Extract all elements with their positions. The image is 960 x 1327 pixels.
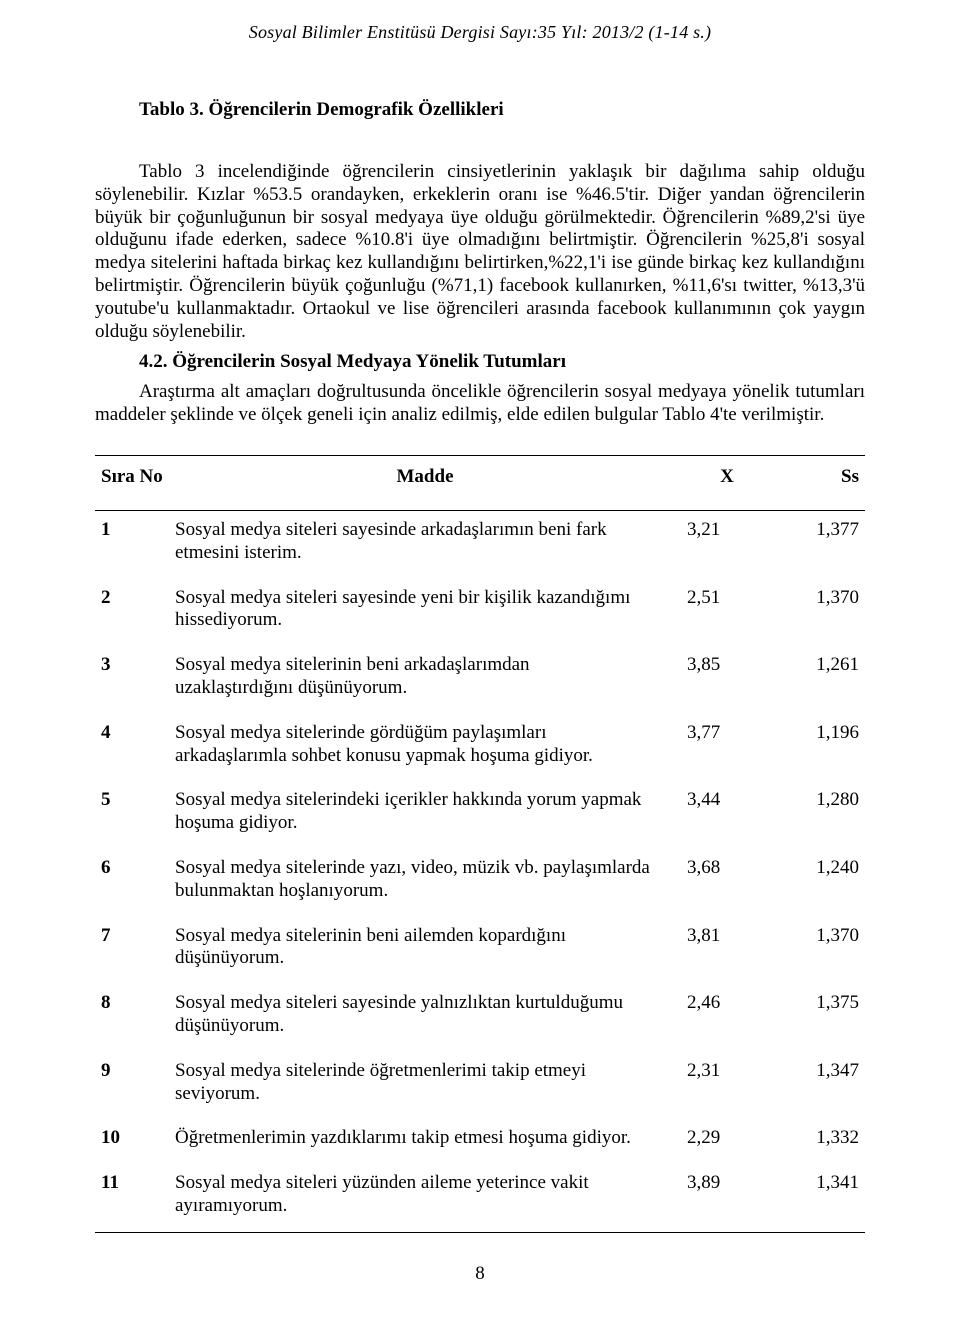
col-header-ss: Ss xyxy=(773,455,865,510)
cell-madde: Sosyal medya sitelerinde öğretmenlerimi … xyxy=(169,1052,681,1120)
tablo-3-title: Tablo 3. Öğrencilerin Demografik Özellik… xyxy=(95,99,865,121)
cell-madde: Sosyal medya siteleri yüzünden aileme ye… xyxy=(169,1164,681,1232)
cell-madde: Sosyal medya siteleri sayesinde yalnızlı… xyxy=(169,984,681,1052)
table-row: 4Sosyal medya sitelerinde gördüğüm payla… xyxy=(95,714,865,782)
cell-x: 3,21 xyxy=(681,510,773,578)
page-number: 8 xyxy=(95,1263,865,1285)
cell-x: 3,81 xyxy=(681,917,773,985)
col-header-x: X xyxy=(681,455,773,510)
cell-madde: Sosyal medya sitelerinde gördüğüm paylaş… xyxy=(169,714,681,782)
cell-no: 10 xyxy=(95,1119,169,1164)
cell-ss: 1,196 xyxy=(773,714,865,782)
table-row: 11Sosyal medya siteleri yüzünden aileme … xyxy=(95,1164,865,1232)
cell-ss: 1,370 xyxy=(773,917,865,985)
cell-ss: 1,370 xyxy=(773,579,865,647)
paragraph-demographics: Tablo 3 incelendiğinde öğrencilerin cins… xyxy=(95,161,865,343)
cell-no: 5 xyxy=(95,781,169,849)
cell-madde: Öğretmenlerimin yazdıklarımı takip etmes… xyxy=(169,1119,681,1164)
cell-no: 9 xyxy=(95,1052,169,1120)
cell-x: 2,29 xyxy=(681,1119,773,1164)
cell-ss: 1,347 xyxy=(773,1052,865,1120)
table-row: 2Sosyal medya siteleri sayesinde yeni bi… xyxy=(95,579,865,647)
cell-x: 2,46 xyxy=(681,984,773,1052)
cell-x: 2,51 xyxy=(681,579,773,647)
cell-x: 3,85 xyxy=(681,646,773,714)
cell-no: 3 xyxy=(95,646,169,714)
cell-x: 3,68 xyxy=(681,849,773,917)
cell-x: 3,89 xyxy=(681,1164,773,1232)
paragraph-method: Araştırma alt amaçları doğrultusunda önc… xyxy=(95,381,865,427)
cell-x: 2,31 xyxy=(681,1052,773,1120)
cell-no: 11 xyxy=(95,1164,169,1232)
table-row: 7Sosyal medya sitelerinin beni ailemden … xyxy=(95,917,865,985)
cell-madde: Sosyal medya siteleri sayesinde arkadaşl… xyxy=(169,510,681,578)
table-row: 9Sosyal medya sitelerinde öğretmenlerimi… xyxy=(95,1052,865,1120)
cell-ss: 1,375 xyxy=(773,984,865,1052)
table-header-row: Sıra No Madde X Ss xyxy=(95,455,865,510)
cell-madde: Sosyal medya sitelerinin beni arkadaşlar… xyxy=(169,646,681,714)
cell-no: 1 xyxy=(95,510,169,578)
cell-ss: 1,332 xyxy=(773,1119,865,1164)
running-header: Sosyal Bilimler Enstitüsü Dergisi Sayı:3… xyxy=(95,22,865,43)
cell-ss: 1,377 xyxy=(773,510,865,578)
cell-x: 3,44 xyxy=(681,781,773,849)
cell-no: 6 xyxy=(95,849,169,917)
table-row: 6Sosyal medya sitelerinde yazı, video, m… xyxy=(95,849,865,917)
cell-ss: 1,341 xyxy=(773,1164,865,1232)
cell-ss: 1,240 xyxy=(773,849,865,917)
page-root: Sosyal Bilimler Enstitüsü Dergisi Sayı:3… xyxy=(0,0,960,1327)
cell-x: 3,77 xyxy=(681,714,773,782)
table-row: 3Sosyal medya sitelerinin beni arkadaşla… xyxy=(95,646,865,714)
cell-madde: Sosyal medya sitelerinin beni ailemden k… xyxy=(169,917,681,985)
table-row: 10Öğretmenlerimin yazdıklarımı takip etm… xyxy=(95,1119,865,1164)
table-row: 5Sosyal medya sitelerindeki içerikler ha… xyxy=(95,781,865,849)
col-header-madde: Madde xyxy=(169,455,681,510)
cell-madde: Sosyal medya siteleri sayesinde yeni bir… xyxy=(169,579,681,647)
items-table: Sıra No Madde X Ss 1Sosyal medya siteler… xyxy=(95,455,865,1233)
table-row: 8Sosyal medya siteleri sayesinde yalnızl… xyxy=(95,984,865,1052)
cell-ss: 1,280 xyxy=(773,781,865,849)
col-header-no: Sıra No xyxy=(95,455,169,510)
cell-no: 4 xyxy=(95,714,169,782)
cell-madde: Sosyal medya sitelerindeki içerikler hak… xyxy=(169,781,681,849)
table-row: 1Sosyal medya siteleri sayesinde arkadaş… xyxy=(95,510,865,578)
cell-no: 7 xyxy=(95,917,169,985)
cell-no: 8 xyxy=(95,984,169,1052)
cell-ss: 1,261 xyxy=(773,646,865,714)
cell-madde: Sosyal medya sitelerinde yazı, video, mü… xyxy=(169,849,681,917)
cell-no: 2 xyxy=(95,579,169,647)
section-4-2-heading: 4.2. Öğrencilerin Sosyal Medyaya Yönelik… xyxy=(95,351,865,373)
